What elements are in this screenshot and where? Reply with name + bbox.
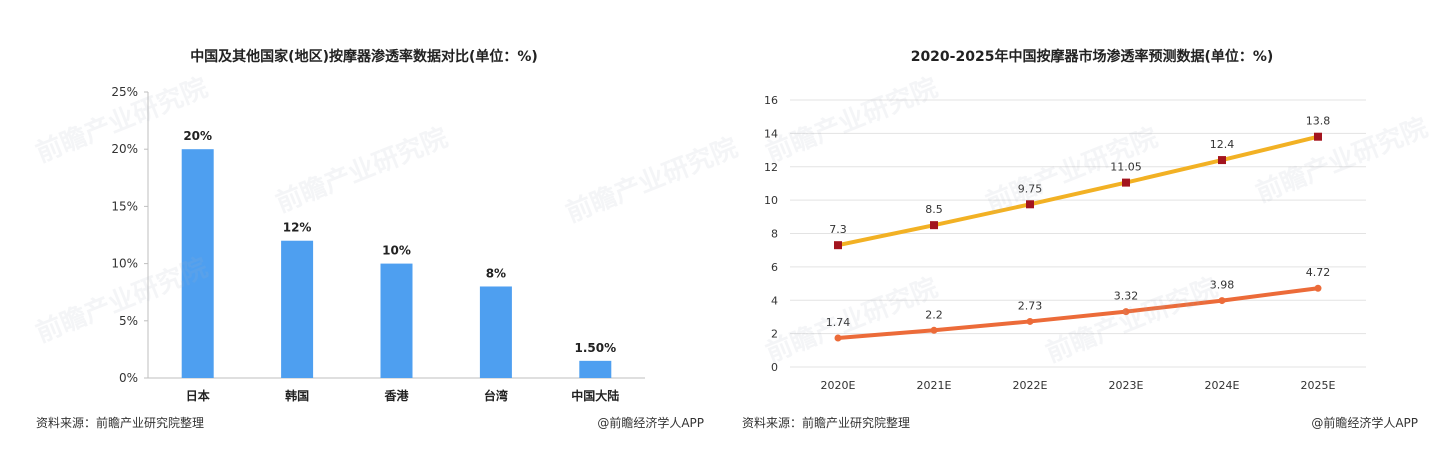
bar-value-label: 12% (283, 221, 312, 235)
data-label: 2.2 (925, 308, 943, 321)
y-tick-label: 6 (771, 261, 778, 274)
x-tick-label: 韩国 (285, 388, 309, 403)
data-point (1026, 200, 1034, 209)
y-tick-label: 10% (111, 257, 138, 271)
y-tick-label: 10 (764, 194, 778, 207)
x-tick-label: 2025E (1301, 379, 1336, 392)
bar (281, 240, 314, 378)
data-point (1122, 178, 1130, 187)
data-label: 8.5 (925, 203, 943, 216)
y-tick-label: 12 (764, 161, 778, 174)
line-chart-credit: @前瞻经济学人APP (1311, 416, 1418, 430)
y-tick-label: 15% (111, 199, 138, 213)
line-chart-source: 资料来源：前瞻产业研究院整理 (742, 416, 911, 430)
data-point (1122, 308, 1130, 316)
y-tick-label: 0 (771, 361, 778, 374)
data-label: 1.74 (826, 316, 851, 329)
x-tick-label: 中国大陆 (571, 388, 619, 403)
y-tick-label: 2 (771, 328, 778, 341)
bar (579, 360, 612, 378)
bar-chart: 0% 5% 10% 15% 20% 25% 20% 日本 12% 韩国 10% 香港 8% 台湾 1.50%… (111, 85, 645, 403)
data-point (1218, 297, 1226, 305)
data-point (834, 241, 842, 250)
x-tick-label: 2024E (1205, 379, 1240, 392)
bar-chart-source: 资料来源：前瞻产业研究院整理 (36, 416, 205, 430)
data-label: 9.75 (1018, 182, 1043, 195)
bar-value-label: 20% (183, 129, 212, 143)
x-tick-label: 2020E (821, 379, 856, 392)
data-point (930, 326, 938, 334)
data-point (1314, 284, 1322, 292)
data-point (1218, 156, 1226, 165)
data-label: 2.73 (1018, 299, 1043, 312)
y-tick-label: 5% (119, 314, 138, 328)
line-chart: 0 2 4 6 8 10 12 14 16 2020E 2021E 2022E 2023E 2024E 20… (764, 94, 1366, 392)
x-tick-label: 2022E (1013, 379, 1048, 392)
series-line (836, 134, 1320, 248)
bar (380, 263, 413, 378)
data-point (834, 334, 842, 342)
data-label: 7.3 (829, 223, 847, 236)
bar-value-label: 1.50% (574, 341, 616, 355)
data-label: 13.8 (1306, 115, 1331, 128)
x-tick-label: 2021E (917, 379, 952, 392)
bar (479, 286, 512, 378)
x-tick-label: 2023E (1109, 379, 1144, 392)
data-label: 11.05 (1110, 161, 1142, 174)
line-chart-title: 2020-2025年中国按摩器市场渗透率预测数据(单位：%) (910, 49, 1274, 65)
data-point (1314, 132, 1322, 141)
data-point (1026, 317, 1034, 325)
x-tick-label: 台湾 (484, 388, 508, 403)
data-point (930, 221, 938, 230)
data-label: 3.98 (1210, 279, 1235, 292)
x-tick-label: 香港 (383, 388, 409, 403)
data-label: 4.72 (1306, 266, 1331, 279)
bar-value-label: 8% (486, 266, 506, 280)
data-label: 12.4 (1210, 138, 1235, 151)
data-label: 3.32 (1114, 290, 1139, 303)
y-tick-label: 14 (764, 127, 778, 140)
bar-chart-credit: @前瞻经济学人APP (597, 416, 704, 430)
y-tick-label: 8 (771, 228, 778, 241)
bar (181, 149, 214, 378)
line-chart-panel: 2020-2025年中国按摩器市场渗透率预测数据(单位：%) 0 2 4 6 8 10 12… (728, 0, 1456, 465)
y-tick-label: 25% (111, 85, 138, 99)
y-tick-label: 16 (764, 94, 778, 107)
bar-chart-title: 中国及其他国家(地区)按摩器渗透率数据对比(单位：%) (190, 49, 538, 65)
bar-value-label: 10% (382, 244, 411, 258)
y-tick-label: 0% (119, 371, 138, 385)
series-line (836, 286, 1320, 340)
y-tick-label: 4 (771, 294, 778, 307)
x-tick-label: 日本 (186, 388, 210, 403)
y-tick-label: 20% (111, 142, 138, 156)
bar-chart-panel: 中国及其他国家(地区)按摩器渗透率数据对比(单位：%) 0% 5% 10% 15% 20… (36, 49, 704, 430)
